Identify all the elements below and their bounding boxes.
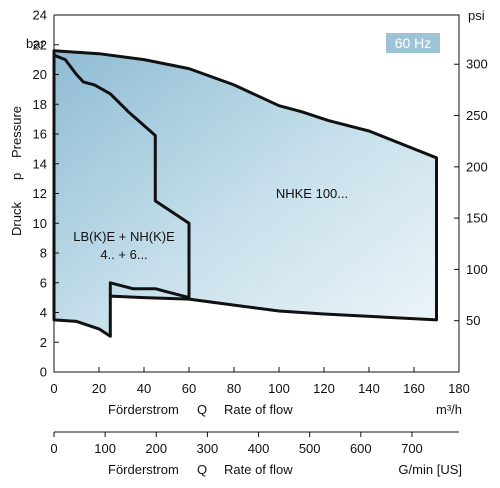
x-axis-primary-ticks: 0 20 40 60 80 100 120 140 160 180	[50, 367, 470, 396]
frequency-badge-bg	[386, 33, 440, 53]
x-axis-secondary-symbol: Q	[197, 462, 207, 477]
x-axis-secondary-label-de: Förderstrom	[108, 462, 179, 477]
frequency-badge: 60 Hz	[386, 33, 440, 53]
x-secondary-tick-label: 500	[299, 441, 321, 456]
x-axis-secondary-ticks: 0 100 200 300 400 500 600 700	[50, 432, 423, 456]
x-secondary-tick-label: 700	[401, 441, 423, 456]
y-axis-left-unit: bar	[26, 36, 45, 51]
series-label-lbke-line2: 4.. + 6...	[100, 247, 147, 262]
y-left-tick-label: 0	[40, 365, 47, 380]
y-axis-left-label-de: Druck	[9, 202, 24, 236]
y-left-tick-label: 12	[33, 186, 47, 201]
y-right-tick-label: 200	[466, 159, 488, 174]
x-primary-tick-label: 80	[227, 381, 241, 396]
x-primary-tick-label: 160	[403, 381, 425, 396]
x-secondary-tick-label: 0	[50, 441, 57, 456]
x-axis-primary-label-en: Rate of flow	[224, 402, 293, 417]
y-left-tick-label: 16	[33, 127, 47, 142]
y-left-tick-label: 2	[40, 335, 47, 350]
series-line-lbke	[53, 53, 191, 300]
y-right-tick-label: 50	[466, 313, 480, 328]
x-secondary-tick-label: 200	[145, 441, 167, 456]
series-area-nhke	[52, 49, 438, 338]
x-secondary-tick-label: 100	[94, 441, 116, 456]
x-axis-secondary-unit: G/min [US]	[398, 462, 462, 477]
x-secondary-tick-label: 400	[248, 441, 270, 456]
x-secondary-tick-label: 300	[197, 441, 219, 456]
x-primary-tick-label: 140	[358, 381, 380, 396]
x-axis-primary-symbol: Q	[197, 402, 207, 417]
series-label-nhke: NHKE 100...	[276, 186, 348, 201]
y-axis-left-symbol: p	[9, 173, 24, 180]
y-left-tick-label: 8	[40, 246, 47, 261]
series-layer	[52, 49, 438, 338]
x-axis-secondary-label-en: Rate of flow	[224, 462, 293, 477]
y-left-tick-label: 14	[33, 156, 47, 171]
y-left-tick-label: 6	[40, 275, 47, 290]
x-primary-tick-label: 40	[137, 381, 151, 396]
x-secondary-tick-label: 600	[350, 441, 372, 456]
y-right-tick-label: 100	[466, 262, 488, 277]
y-left-tick-label: 4	[40, 305, 47, 320]
y-left-tick-label: 20	[33, 67, 47, 82]
y-left-tick-label: 24	[33, 8, 47, 23]
x-axis-primary-label-de: Förderstrom	[108, 402, 179, 417]
y-right-tick-label: 150	[466, 211, 488, 226]
x-primary-tick-label: 60	[182, 381, 196, 396]
x-axis-primary-unit: m³/h	[436, 402, 462, 417]
x-primary-tick-label: 100	[268, 381, 290, 396]
x-primary-tick-label: 0	[50, 381, 57, 396]
y-axis-left-label-en: Pressure	[9, 106, 24, 158]
y-left-tick-label: 22	[33, 37, 47, 52]
y-axis-right-ticks: 50 100 150 200 250 300	[454, 57, 488, 328]
y-left-tick-label: 10	[33, 216, 47, 231]
x-primary-tick-label: 180	[448, 381, 470, 396]
y-right-tick-label: 250	[466, 108, 488, 123]
y-left-tick-label: 18	[33, 97, 47, 112]
series-label-lbke-line1: LB(K)E + NH(K)E	[73, 229, 175, 244]
y-axis-right-unit: psi	[468, 8, 485, 23]
frequency-badge-text: 60 Hz	[395, 35, 432, 51]
y-right-tick-label: 300	[466, 57, 488, 72]
y-axis-left-title: Druck p Pressure	[9, 106, 24, 236]
x-primary-tick-label: 20	[92, 381, 106, 396]
x-primary-tick-label: 120	[313, 381, 335, 396]
